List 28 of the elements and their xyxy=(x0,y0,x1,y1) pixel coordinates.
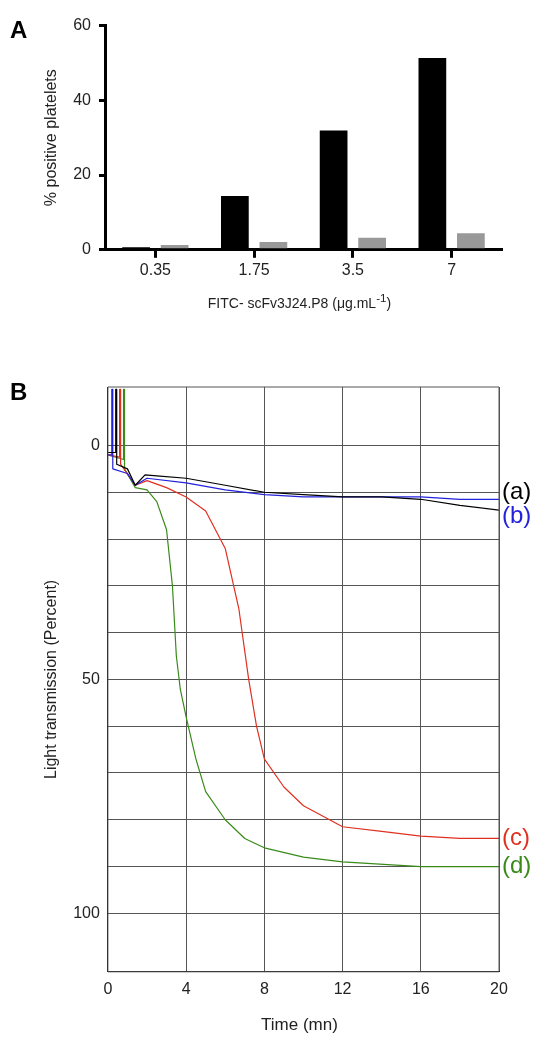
text: B xyxy=(10,377,28,405)
series-label: (c) xyxy=(502,823,530,851)
y-tick-label: 0 xyxy=(90,435,100,453)
x-tick-label: 8 xyxy=(259,979,269,997)
x-tick-label: 7 xyxy=(447,260,457,278)
y-tick-label: 60 xyxy=(73,16,92,34)
x-tick-label: 1.75 xyxy=(238,260,270,278)
x-tick-label: 4 xyxy=(181,979,191,997)
x-axis-title: Time (mn) xyxy=(260,1015,339,1036)
series-label: (d) xyxy=(502,851,532,879)
y-axis-title: % positive platelets xyxy=(42,69,60,207)
x-axis-title: FITC- scFv3J24.P8 (μg.mL$^{-1}$) xyxy=(206,291,393,313)
x-tick-label: 3.5 xyxy=(341,260,365,278)
bar xyxy=(358,237,386,249)
x-tick-label: 12 xyxy=(333,979,352,997)
x-tick-label: 0.35 xyxy=(139,260,172,278)
bar xyxy=(259,241,288,249)
y-tick-label: 20 xyxy=(73,165,92,183)
x-tick-label: 20 xyxy=(490,979,508,997)
y-axis-title: Light transmission (Percent) xyxy=(42,579,60,779)
y-tick-label: 50 xyxy=(82,669,100,687)
text: A xyxy=(10,16,28,44)
x-tick-label: 16 xyxy=(411,979,430,997)
x-tick-label: 0 xyxy=(103,979,113,997)
y-tick-label: 0 xyxy=(82,240,92,258)
y-tick-label: 100 xyxy=(73,903,100,921)
y-tick-label: 40 xyxy=(73,90,92,108)
bar xyxy=(457,233,485,249)
